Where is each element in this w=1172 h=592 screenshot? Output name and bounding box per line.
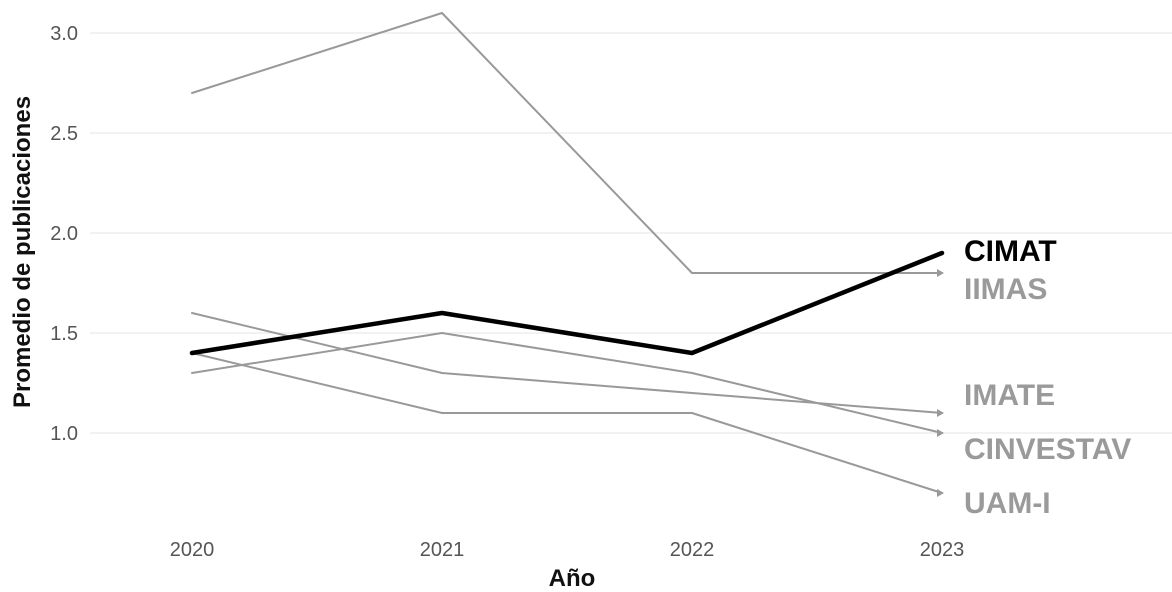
y-axis-ticks: 1.0 1.5 2.0 2.5 3.0 xyxy=(50,23,78,445)
series-label-iimas: IIMAS xyxy=(964,273,1047,306)
y-tick-label: 1.5 xyxy=(50,323,78,345)
series-label-cinvestav: CINVESTAV xyxy=(964,433,1131,466)
x-tick-label: 2021 xyxy=(420,539,465,561)
x-axis-ticks: 2020 2021 2022 2023 xyxy=(170,539,965,561)
series-line-iimas xyxy=(191,12,943,274)
y-tick-label: 2.5 xyxy=(50,123,78,145)
series-line-cimat xyxy=(189,250,945,356)
y-tick-label: 1.0 xyxy=(50,423,78,445)
series-end-marker xyxy=(937,269,944,277)
y-tick-label: 2.0 xyxy=(50,223,78,245)
x-tick-label: 2023 xyxy=(920,539,965,561)
series-line-cinvestav xyxy=(191,332,943,434)
x-axis-title: Año xyxy=(549,565,596,592)
series-label-uam-i: UAM-I xyxy=(964,487,1051,520)
series-end-marker xyxy=(937,489,944,497)
y-axis-title: Promedio de publicaciones xyxy=(9,96,36,408)
y-tick-label: 3.0 xyxy=(50,23,78,45)
grid-lines xyxy=(90,32,1172,434)
series-end-marker xyxy=(937,409,944,417)
series-line-imate xyxy=(191,312,943,414)
series-label-cimat: CIMAT xyxy=(964,235,1057,268)
series-end-marker xyxy=(937,429,944,437)
series-label-imate: IMATE xyxy=(964,379,1055,412)
x-tick-label: 2020 xyxy=(170,539,215,561)
series-line-uam-i xyxy=(191,352,943,494)
x-tick-label: 2022 xyxy=(670,539,715,561)
series-labels: IIMAS IMATE CINVESTAV UAM-I CIMAT xyxy=(964,235,1131,520)
series-lines xyxy=(189,12,945,497)
